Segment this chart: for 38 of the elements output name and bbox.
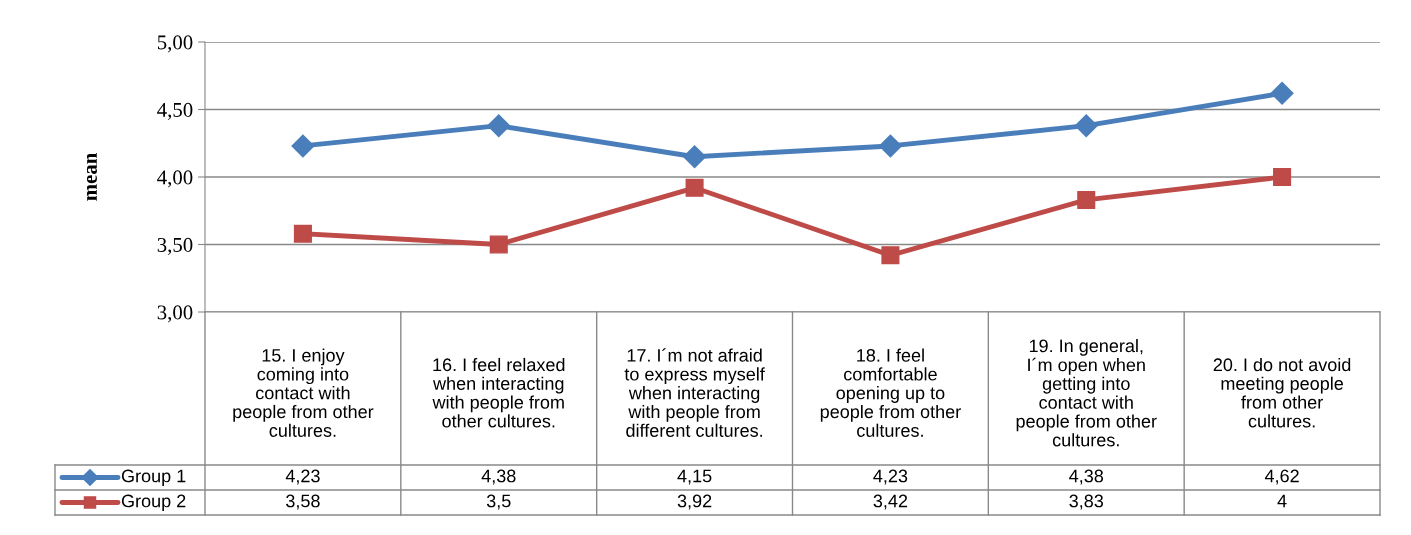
point <box>1077 190 1096 209</box>
x-tick-label: 17. I´m not afraid to express myself when interacting with people from different cultures. <box>624 348 765 437</box>
point <box>489 235 508 254</box>
data-label: 4 <box>1277 494 1287 508</box>
point <box>685 178 704 197</box>
data-label: 3,5 <box>486 494 511 510</box>
y-tick-label: 5,00 <box>157 35 193 53</box>
data-label: 3,42 <box>873 494 908 510</box>
data-label: 4,38 <box>481 469 516 485</box>
point <box>881 246 900 265</box>
point <box>1273 167 1292 187</box>
data-label: 3,92 <box>677 494 712 510</box>
x-tick-label: 15. I enjoy coming into contact with people from other cultures. <box>233 348 374 437</box>
x-tick-label: 18. I feel comfortable opening up to people from other cultures. <box>820 348 961 437</box>
point <box>487 114 511 138</box>
data-label: 4,62 <box>1264 469 1299 485</box>
point <box>1270 81 1294 105</box>
data-label: 4,38 <box>1069 469 1104 485</box>
data-label: 3,83 <box>1069 494 1104 510</box>
x-tick-label: 16. I feel relaxed when interacting with people from other cultures. <box>432 357 565 428</box>
point <box>291 134 315 158</box>
point <box>878 134 902 158</box>
point <box>1074 114 1098 138</box>
data-label: 4,23 <box>873 469 908 485</box>
legend-label: Group 1 <box>121 469 186 486</box>
x-tick-label: 19. In general, I´m open when getting into contact with people from other cultures. <box>1016 338 1157 447</box>
y-tick-label: 4,00 <box>157 170 193 188</box>
data-label: 3,58 <box>286 494 320 510</box>
point <box>683 145 707 169</box>
y-axis-title: mean <box>86 153 97 201</box>
x-tick-label: 20. I do not avoid meeting people from other cultures. <box>1213 357 1351 428</box>
legend-label: Group 2 <box>121 494 186 511</box>
y-tick-label: 3,50 <box>157 237 193 255</box>
data-label: 4,15 <box>677 469 712 485</box>
point <box>293 224 312 243</box>
y-tick-label: 4,50 <box>157 102 193 120</box>
data-label: 4,23 <box>285 469 320 485</box>
y-tick-label: 3,00 <box>157 305 193 323</box>
